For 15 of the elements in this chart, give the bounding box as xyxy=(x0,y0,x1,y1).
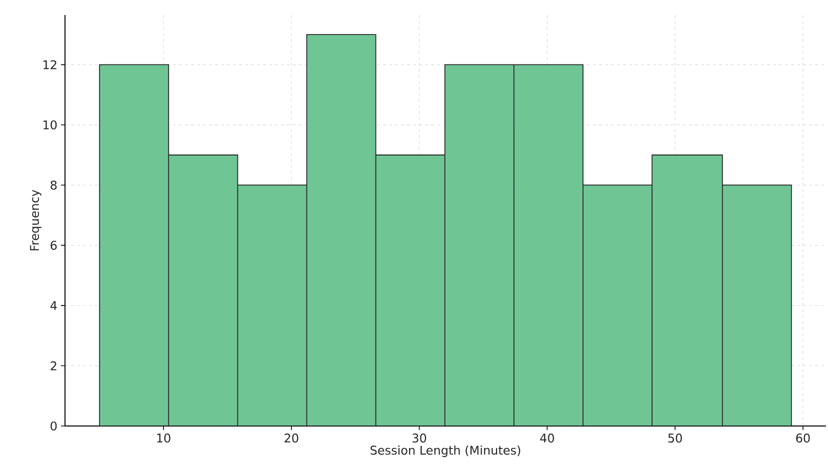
x-tick-label: 20 xyxy=(284,434,298,443)
y-tick-label: 12 xyxy=(44,60,56,70)
y-tick-label: 6 xyxy=(50,240,57,250)
x-tick-label: 60 xyxy=(796,434,810,443)
y-tick-label: 0 xyxy=(50,421,57,431)
x-tick-label: 40 xyxy=(540,434,554,443)
x-tick-label: 10 xyxy=(157,434,170,443)
y-tick-label: 8 xyxy=(50,180,57,190)
x-tick-label: 30 xyxy=(412,434,426,443)
y-tick-label: 2 xyxy=(50,361,56,370)
y-tick-label: 4 xyxy=(50,301,57,310)
y-axis-title: Frequency xyxy=(30,190,42,250)
y-tick-label: 10 xyxy=(44,120,57,130)
x-tick-label: 50 xyxy=(668,434,682,443)
x-axis-title: Session Length (Minutes) xyxy=(370,445,520,458)
